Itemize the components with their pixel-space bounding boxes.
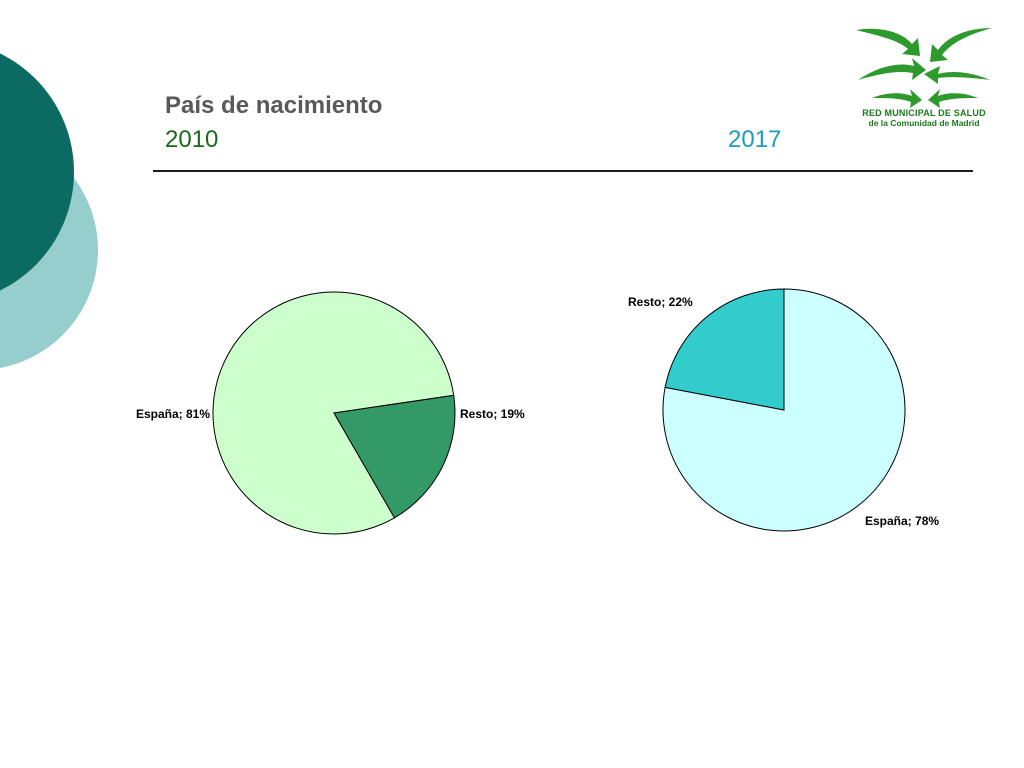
pie-slice-label: España; 81% [136, 407, 210, 421]
decorative-circles [0, 53, 98, 368]
logo-text-line1: RED MUNICIPAL DE SALUD [862, 108, 986, 118]
pie-slice-espaa [212, 291, 455, 535]
decor-circle-dark [0, 53, 74, 291]
pie-chart-2010: España; 81% Resto; 19% [136, 291, 525, 535]
pie-slice-label: Resto; 19% [460, 407, 525, 421]
slide-title: País de nacimiento [165, 92, 383, 119]
year-label-2010: 2010 [165, 126, 219, 153]
pie-slice-label: Resto; 22% [628, 295, 693, 309]
pie-slice-resto [664, 288, 785, 411]
pie-slice-resto [333, 394, 456, 519]
pie-chart-2017: España; 78% Resto; 22% [628, 288, 939, 532]
logo-text-line2: de la Comunidad de Madrid [868, 118, 980, 128]
year-label-2017: 2017 [728, 126, 782, 153]
title-divider [153, 170, 973, 172]
pie-slice-label: España; 78% [865, 514, 939, 528]
four-arrows-logo-icon [856, 28, 992, 108]
